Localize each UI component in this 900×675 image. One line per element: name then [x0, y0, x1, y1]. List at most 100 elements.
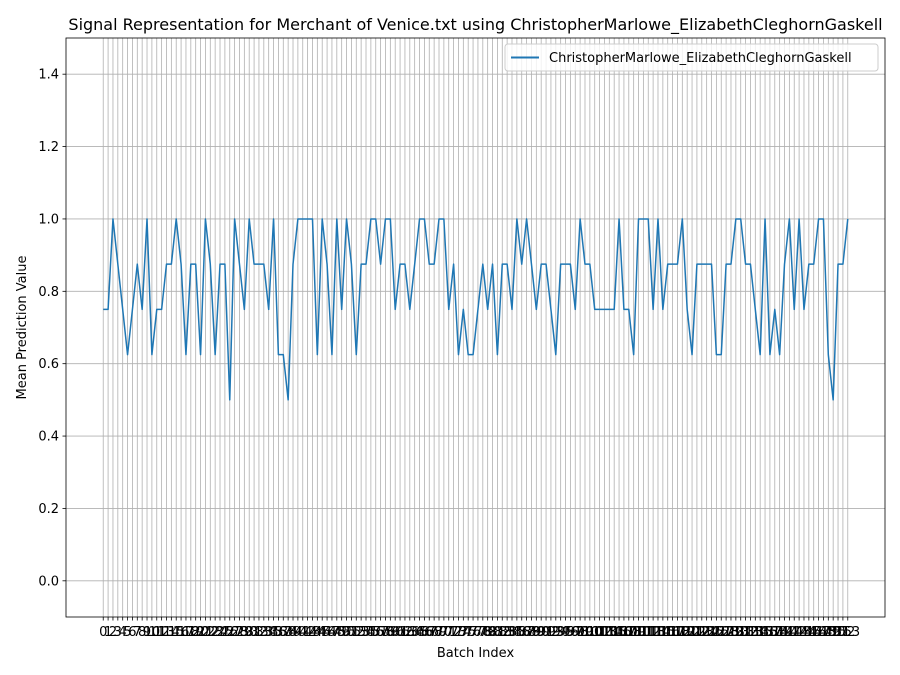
x-tick-label: 104 [597, 625, 622, 640]
x-tick-label: 27 [226, 625, 243, 640]
x-tick-label: 126 [704, 625, 729, 640]
x-tick-label: 9 [143, 625, 151, 640]
x-tick-label: 98 [572, 625, 589, 640]
x-tick-label: 22 [202, 625, 219, 640]
x-tick-label: 5 [123, 625, 131, 640]
x-tick-label: 54 [358, 625, 375, 640]
x-tick-label: 73 [450, 625, 467, 640]
x-axis-ticks: 0123456789101112131415161718192021222324… [99, 617, 860, 640]
x-tick-label: 17 [178, 625, 195, 640]
x-tick-label: 64 [406, 625, 423, 640]
x-tick-label: 99 [577, 625, 594, 640]
x-tick-label: 110 [626, 625, 651, 640]
legend: ChristopherMarlowe_ElizabethCleghornGask… [504, 43, 879, 72]
x-tick-label: 81 [489, 625, 506, 640]
x-tick-label: 31 [246, 625, 263, 640]
x-tick-label: 96 [562, 625, 579, 640]
x-tick-label: 101 [582, 625, 607, 640]
x-tick-label: 56 [367, 625, 384, 640]
y-tick-label: 1.4 [38, 68, 59, 83]
x-tick-label: 49 [333, 625, 350, 640]
x-tick-label: 95 [557, 625, 574, 640]
x-tick-label: 68 [426, 625, 443, 640]
x-tick-label: 20 [192, 625, 209, 640]
x-tick-label: 137 [757, 625, 782, 640]
x-tick-label: 113 [641, 625, 666, 640]
legend-label: ChristopherMarlowe_ElizabethCleghornGask… [549, 51, 852, 66]
x-tick-label: 128 [714, 625, 739, 640]
x-tick-label: 114 [646, 625, 671, 640]
x-tick-label: 41 [294, 625, 311, 640]
x-tick-label: 100 [577, 625, 602, 640]
x-tick-label: 119 [670, 625, 695, 640]
x-tick-label: 29 [236, 625, 253, 640]
x-tick-label: 15 [168, 625, 185, 640]
x-tick-label: 91 [538, 625, 555, 640]
x-tick-label: 33 [256, 625, 273, 640]
x-tick-label: 67 [421, 625, 438, 640]
x-tick-label: 16 [173, 625, 190, 640]
x-tick-label: 39 [285, 625, 302, 640]
x-tick-label: 11 [148, 625, 165, 640]
x-tick-label: 2 [109, 625, 117, 640]
x-tick-label: 120 [675, 625, 700, 640]
x-tick-label: 92 [543, 625, 560, 640]
y-tick-label: 0.4 [38, 430, 59, 445]
x-tick-label: 141 [777, 625, 802, 640]
y-tick-label: 0.8 [38, 285, 59, 300]
x-tick-label: 60 [387, 625, 404, 640]
x-tick-label: 70 [436, 625, 453, 640]
x-tick-label: 135 [748, 625, 773, 640]
x-tick-label: 43 [304, 625, 321, 640]
x-tick-label: 87 [518, 625, 535, 640]
x-tick-label: 85 [509, 625, 526, 640]
x-tick-label: 71 [440, 625, 457, 640]
x-tick-label: 61 [392, 625, 409, 640]
x-tick-label: 72 [445, 625, 462, 640]
x-tick-label: 47 [324, 625, 341, 640]
x-tick-label: 48 [329, 625, 346, 640]
x-tick-label: 133 [738, 625, 763, 640]
x-tick-label: 74 [455, 625, 472, 640]
y-axis-ticks: 0.0 0.2 0.4 0.6 0.8 1.0 1.2 1.4 [38, 68, 66, 589]
x-tick-label: 37 [275, 625, 292, 640]
x-tick-label: 102 [587, 625, 612, 640]
chart-title: Signal Representation for Merchant of Ve… [68, 15, 882, 35]
x-tick-label: 88 [523, 625, 540, 640]
x-tick-label: 40 [290, 625, 307, 640]
x-tick-label: 84 [504, 625, 521, 640]
x-tick-label: 32 [251, 625, 268, 640]
x-tick-label: 145 [796, 625, 821, 640]
x-tick-label: 127 [709, 625, 734, 640]
x-tick-label: 57 [372, 625, 389, 640]
x-tick-label: 6 [128, 625, 136, 640]
x-tick-label: 134 [743, 625, 768, 640]
x-tick-label: 4 [119, 625, 127, 640]
x-tick-label: 125 [699, 625, 724, 640]
x-gridlines [102, 38, 849, 617]
x-tick-label: 14 [163, 625, 180, 640]
series-line [103, 218, 849, 401]
x-tick-label: 123 [689, 625, 714, 640]
x-tick-label: 121 [680, 625, 705, 640]
x-tick-label: 130 [723, 625, 748, 640]
x-tick-label: 1 [104, 625, 112, 640]
x-tick-label: 143 [787, 625, 812, 640]
x-tick-label: 76 [465, 625, 482, 640]
x-tick-label: 107 [612, 625, 637, 640]
x-tick-label: 147 [806, 625, 831, 640]
x-tick-label: 69 [431, 625, 448, 640]
x-tick-label: 153 [835, 625, 860, 640]
x-tick-label: 59 [382, 625, 399, 640]
x-tick-label: 66 [416, 625, 433, 640]
x-tick-label: 53 [353, 625, 370, 640]
x-tick-label: 139 [767, 625, 792, 640]
x-tick-label: 58 [377, 625, 394, 640]
x-tick-label: 38 [280, 625, 297, 640]
x-tick-label: 90 [533, 625, 550, 640]
x-tick-label: 144 [792, 625, 817, 640]
x-tick-label: 28 [231, 625, 248, 640]
series-layer [103, 218, 849, 401]
x-tick-label: 112 [636, 625, 661, 640]
x-tick-label: 50 [338, 625, 355, 640]
